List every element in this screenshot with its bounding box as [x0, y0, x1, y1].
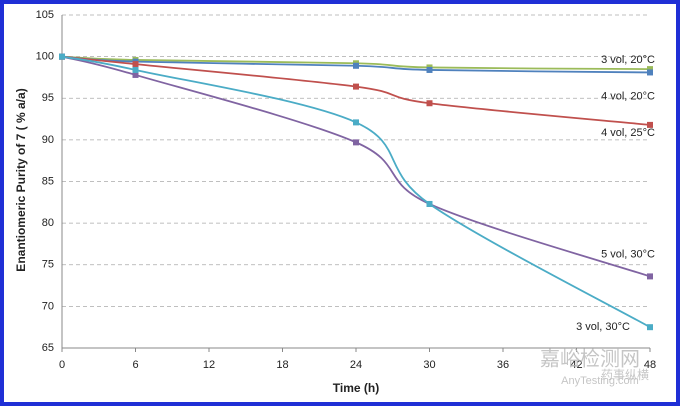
x-tick-label: 6 [132, 359, 138, 371]
watermark: 药事纵横 [601, 368, 649, 382]
y-tick-label: 75 [42, 259, 54, 271]
y-tick-label: 70 [42, 300, 54, 312]
data-point [647, 66, 653, 73]
x-tick-label: 36 [497, 359, 509, 371]
x-tick-label: 48 [644, 359, 656, 371]
data-point [353, 83, 359, 90]
legend-label: 3 vol, 30°C [576, 321, 630, 333]
data-point [426, 100, 433, 107]
data-point [353, 119, 359, 126]
data-point [132, 71, 139, 78]
data-point [647, 324, 653, 331]
data-point [132, 61, 139, 68]
data-point [647, 121, 653, 128]
x-tick-label: 30 [423, 359, 435, 371]
watermark: 嘉峪检测网 [540, 347, 640, 370]
data-point [59, 53, 65, 60]
data-point [647, 69, 653, 76]
y-tick-label: 80 [42, 217, 54, 229]
watermark: AnyTesting.com [561, 375, 639, 387]
data-point [426, 66, 433, 73]
y-tick-label: 85 [42, 175, 54, 187]
data-point [353, 62, 359, 69]
x-tick-label: 12 [203, 359, 215, 371]
x-tick-label: 0 [59, 359, 65, 371]
x-axis-label: Time (h) [333, 381, 379, 395]
y-tick-label: 105 [36, 9, 54, 21]
legend-label: 4 vol, 25°C [601, 127, 655, 139]
data-point [353, 139, 359, 146]
legend-label: 5 vol, 30°C [601, 248, 655, 260]
y-tick-label: 90 [42, 134, 54, 146]
y-tick-label: 65 [42, 342, 54, 354]
x-tick-label: 18 [276, 359, 288, 371]
data-point [647, 273, 653, 280]
data-point [426, 200, 433, 207]
y-tick-label: 95 [42, 92, 54, 104]
y-tick-label: 100 [36, 51, 54, 63]
x-tick-label: 42 [570, 359, 582, 371]
legend-label: 3 vol, 20°C [601, 54, 655, 66]
y-axis-label: Enantiomeric Purity of 7 ( % a/a) [14, 88, 28, 271]
x-tick-label: 24 [350, 359, 362, 371]
data-point [132, 66, 139, 73]
legend-label: 4 vol, 20°C [601, 90, 655, 102]
